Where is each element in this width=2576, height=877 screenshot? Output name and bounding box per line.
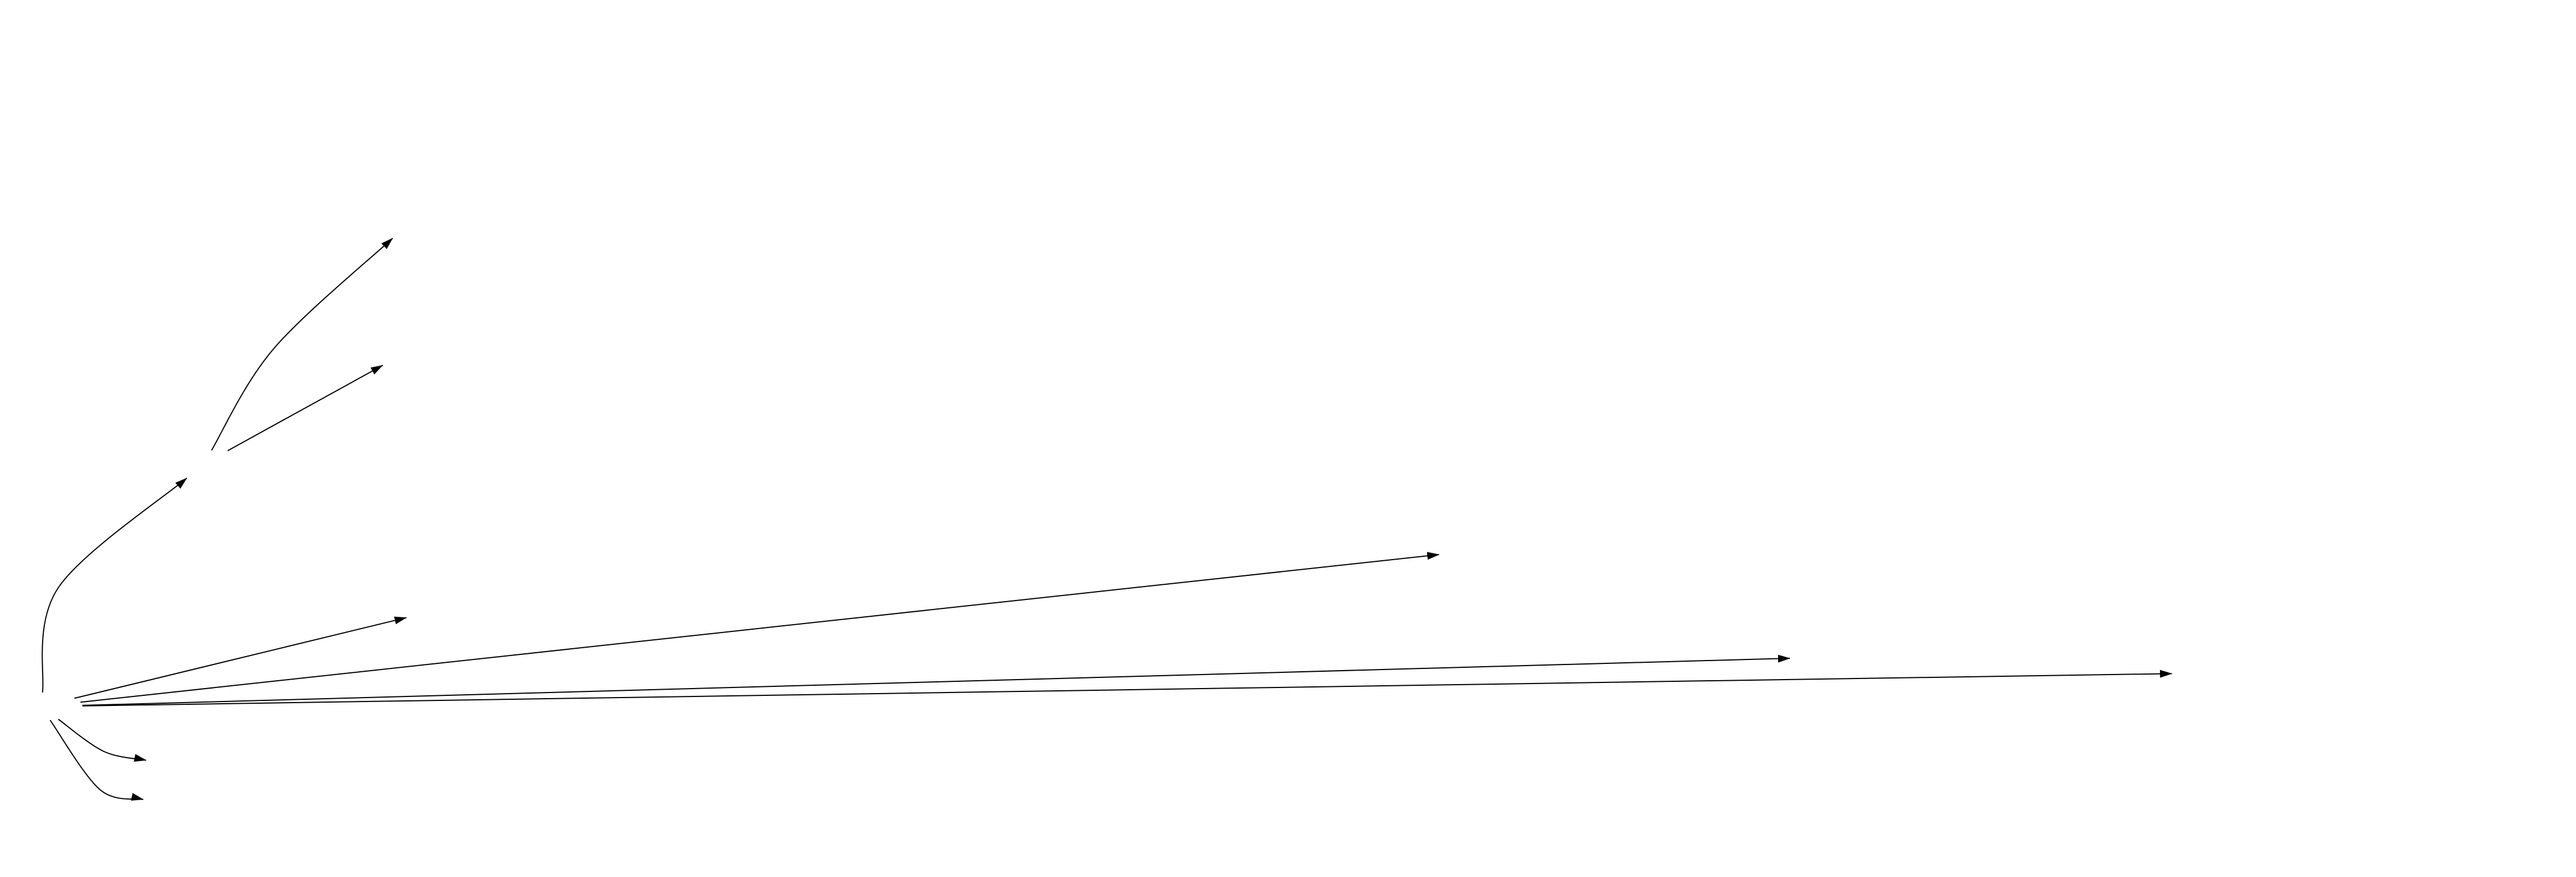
edge-imposm3-to-osm_highway_linestring — [41, 477, 187, 693]
edge-imposm3-to-osm_shipway_linestring — [80, 552, 1440, 703]
edge-imposm3-to-osm_railway_linestring — [74, 616, 407, 699]
edge-imposm3-to-osm_route_member — [49, 719, 144, 801]
edge-imposm3-to-osm_highway_polygon — [82, 670, 2173, 707]
edge-imposm3-to-osm_aerialway_linestring — [82, 654, 1790, 706]
edge-osm_highway_linestring-to-osm_highway_linestring_gen_z11 — [227, 364, 384, 451]
edge-imposm3-to-highway_point — [58, 718, 147, 762]
edges-layer — [41, 238, 2173, 801]
edge-osm_highway_linestring-to-osm_transportation_merge_linestring — [211, 238, 393, 451]
